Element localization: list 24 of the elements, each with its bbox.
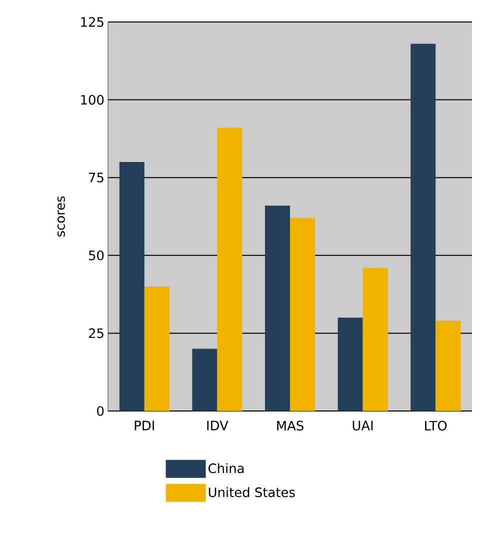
x-tick-label: MAS	[277, 420, 304, 431]
bar	[290, 218, 316, 411]
bar	[338, 318, 363, 411]
bar	[362, 268, 388, 411]
legend-label: China	[208, 463, 244, 474]
x-tick-label: LTO	[425, 420, 447, 431]
x-tick-label: PDI	[134, 420, 154, 430]
bar	[265, 206, 290, 411]
y-tick-label: 0	[97, 406, 104, 416]
bar	[144, 286, 170, 411]
y-axis-title: scores	[58, 196, 65, 237]
bar	[217, 128, 242, 411]
bar	[192, 348, 218, 411]
y-tick-label: 25	[88, 328, 104, 338]
x-tick-label: IDV	[207, 420, 228, 430]
bar	[119, 162, 144, 411]
y-tick-label: 100	[81, 94, 104, 105]
y-tick-label: 50	[89, 250, 104, 260]
x-tick-label: UAI	[352, 420, 373, 430]
y-tick-label: 125	[81, 17, 104, 27]
y-tick-label: 75	[89, 172, 104, 182]
bar	[436, 320, 461, 411]
bar	[410, 44, 436, 411]
legend-label: United States	[208, 487, 295, 498]
